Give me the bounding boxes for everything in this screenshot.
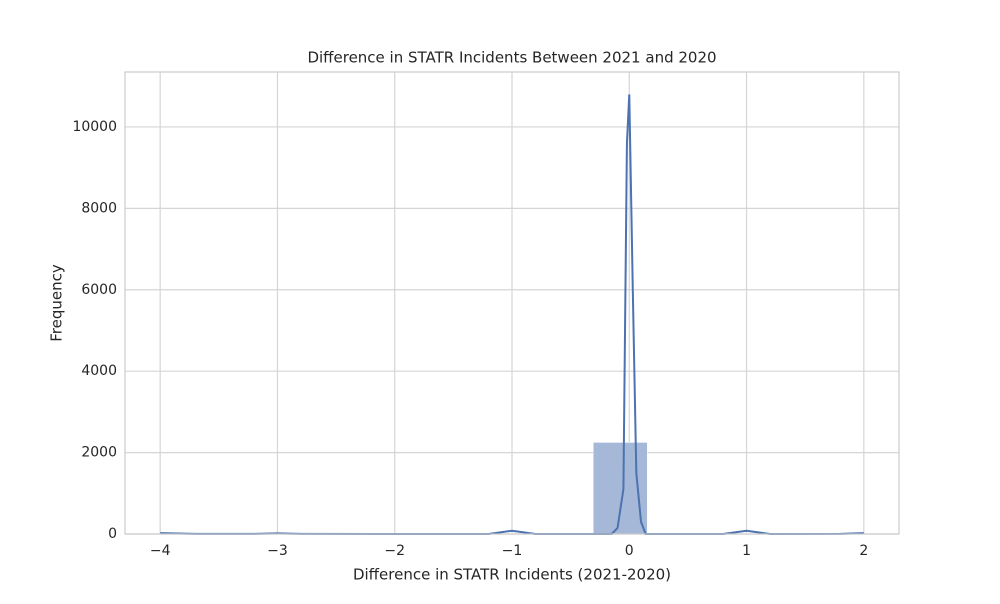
x-tick-label: −1 [502,543,523,559]
x-axis-label: Difference in STATR Incidents (2021-2020… [353,566,671,584]
chart-title: Difference in STATR Incidents Between 20… [307,49,716,67]
x-tick-label: 1 [742,543,751,559]
y-tick-label: 8000 [81,200,117,216]
y-axis-label: Frequency [48,264,66,342]
y-tick-label: 6000 [81,282,117,298]
x-tick-label: −3 [267,543,288,559]
y-tick-label: 2000 [81,445,117,461]
y-tick-label: 0 [108,526,117,542]
x-tick-label: 0 [625,543,634,559]
x-tick-label: 2 [859,543,868,559]
bar [593,442,647,534]
y-tick-label: 4000 [81,363,117,379]
y-tick-label: 10000 [72,119,117,135]
x-tick-label: −4 [150,543,171,559]
x-tick-label: −2 [384,543,405,559]
